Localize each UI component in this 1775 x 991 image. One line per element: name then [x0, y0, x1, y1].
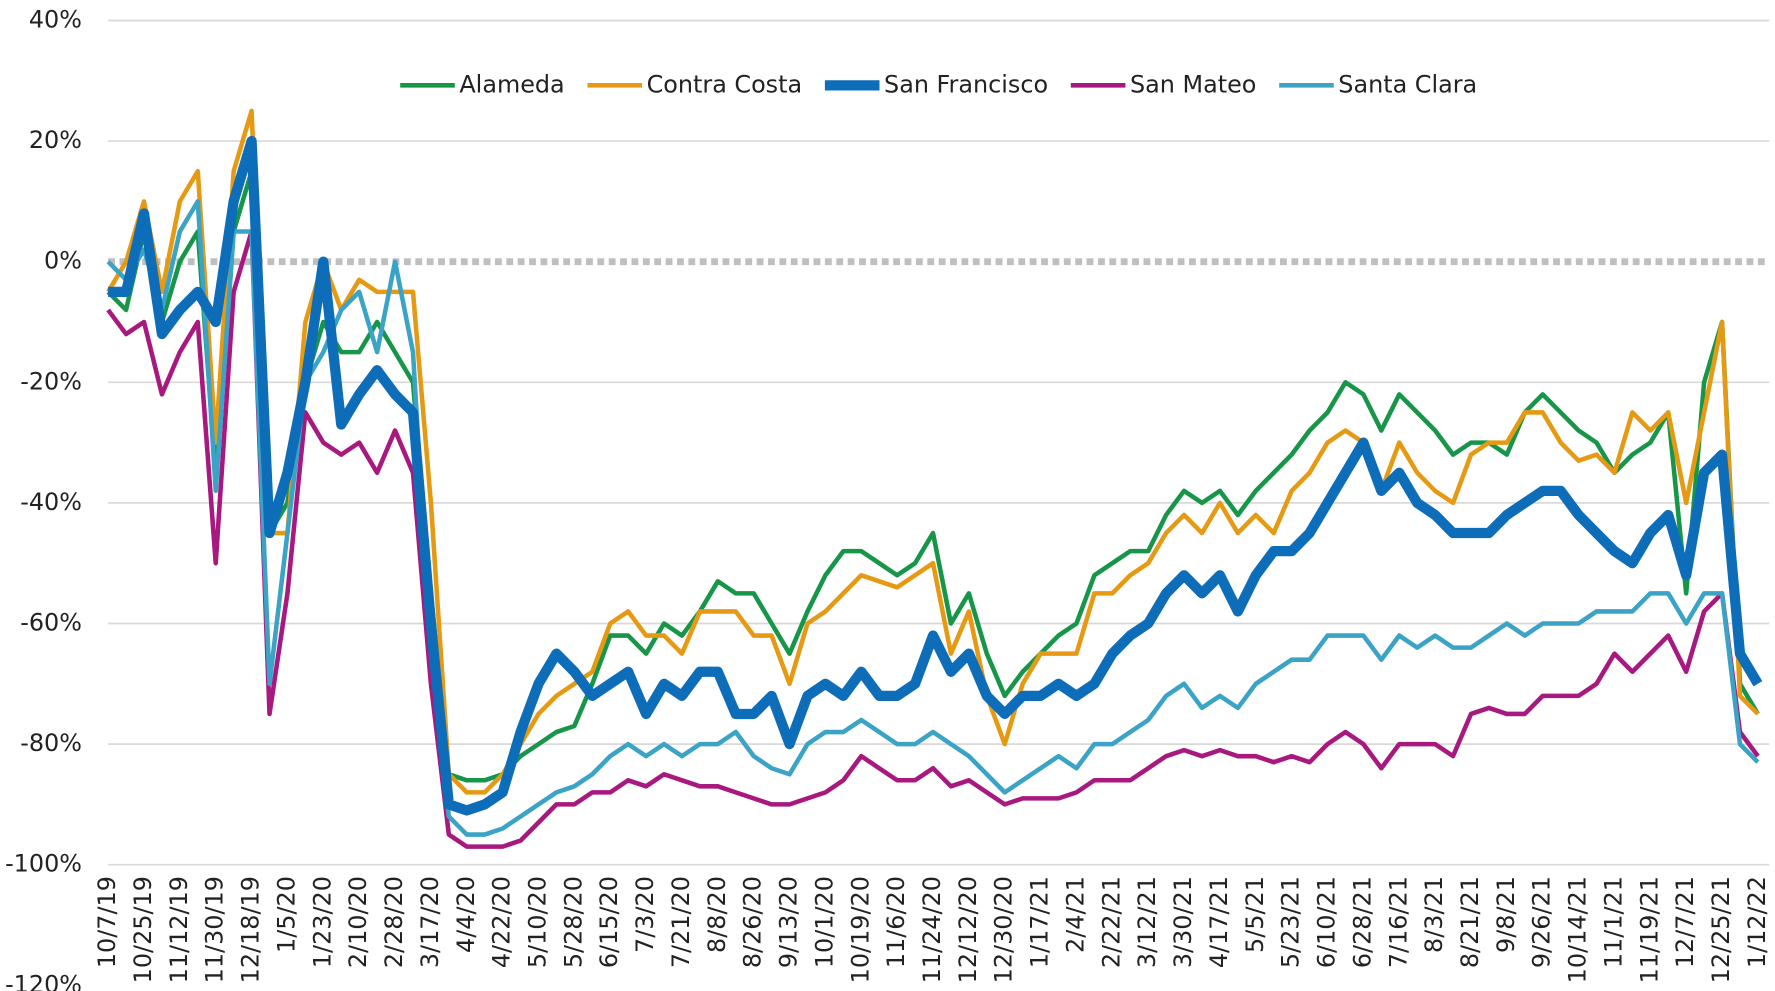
x-tick-label: 5/23/21 [1277, 876, 1305, 968]
y-tick-label: -60% [20, 608, 82, 636]
legend-label: San Mateo [1130, 70, 1256, 98]
x-tick-label: 11/30/19 [201, 876, 229, 983]
legend-label: San Francisco [884, 70, 1048, 98]
x-tick-label: 5/28/20 [559, 876, 587, 968]
x-tick-label: 11/1/21 [1599, 876, 1627, 968]
x-tick-label: 4/22/20 [488, 876, 516, 968]
x-tick-label: 11/6/20 [882, 876, 910, 968]
legend-label: Alameda [459, 70, 564, 98]
x-tick-label: 10/1/20 [810, 876, 838, 968]
x-tick-label: 11/19/21 [1635, 876, 1663, 983]
x-tick-label: 2/22/21 [1097, 876, 1125, 968]
x-tick-label: 3/30/21 [1169, 876, 1197, 968]
series-line [108, 135, 1763, 816]
y-tick-label: 0% [44, 247, 82, 275]
legend-label: Santa Clara [1338, 70, 1477, 98]
x-tick-label: 8/3/21 [1420, 876, 1448, 953]
x-tick-label: 9/13/20 [775, 876, 803, 968]
y-tick-label: 20% [29, 126, 82, 154]
x-tick-label: 7/3/20 [631, 876, 659, 953]
x-tick-label: 5/10/20 [524, 876, 552, 968]
x-tick-label: 1/12/22 [1743, 876, 1771, 968]
x-tick-label: 6/10/21 [1313, 876, 1341, 968]
x-tick-label: 11/24/20 [918, 876, 946, 983]
x-tick-label: 7/16/21 [1384, 876, 1412, 968]
x-tick-label: 10/25/19 [129, 876, 157, 983]
x-tick-label: 2/10/20 [344, 876, 372, 968]
y-tick-label: -120% [5, 970, 82, 991]
x-tick-label: 12/18/19 [237, 876, 265, 983]
x-tick-label: 10/7/19 [93, 876, 121, 968]
x-tick-label: 12/25/21 [1707, 876, 1735, 983]
x-tick-label: 10/14/21 [1564, 876, 1592, 983]
x-tick-label: 9/26/21 [1528, 876, 1556, 968]
y-tick-label: -80% [20, 729, 82, 757]
x-tick-label: 10/19/20 [846, 876, 874, 983]
x-tick-label: 1/17/21 [1026, 876, 1054, 968]
x-tick-label: 1/23/20 [308, 876, 336, 968]
y-tick-label: -20% [20, 367, 82, 395]
series-line [106, 199, 1760, 837]
x-tick-label: 2/28/20 [380, 876, 408, 968]
series-line [106, 108, 1760, 795]
x-tick-label: 2/4/21 [1061, 876, 1089, 953]
x-tick-label: 7/21/20 [667, 876, 695, 968]
x-tick-label: 8/26/20 [739, 876, 767, 968]
x-tick-label: 3/17/20 [416, 876, 444, 968]
x-tick-label: 6/15/20 [595, 876, 623, 968]
x-tick-label: 8/8/20 [703, 876, 731, 953]
x-tick-label: 9/8/21 [1492, 876, 1520, 953]
x-tick-label: 8/21/21 [1456, 876, 1484, 968]
x-tick-label: 1/5/20 [272, 876, 300, 953]
x-tick-label: 4/4/20 [452, 876, 480, 953]
legend-label: Contra Costa [647, 70, 803, 98]
x-tick-label: 12/7/21 [1671, 876, 1699, 968]
y-tick-label: 40% [29, 5, 82, 33]
x-tick-label: 12/12/20 [954, 876, 982, 983]
x-tick-label: 12/30/20 [990, 876, 1018, 983]
x-tick-label: 6/28/21 [1348, 876, 1376, 968]
x-tick-label: 5/5/21 [1241, 876, 1269, 953]
x-tick-label: 11/12/19 [165, 876, 193, 983]
series-line [106, 229, 1760, 849]
x-tick-label: 4/17/21 [1205, 876, 1233, 968]
y-tick-label: -40% [20, 488, 82, 516]
x-tick-label: 3/12/21 [1133, 876, 1161, 968]
legend: Alameda Contra Costa San Francisco San Mate… [400, 70, 1477, 98]
y-tick-label: -100% [5, 850, 82, 878]
